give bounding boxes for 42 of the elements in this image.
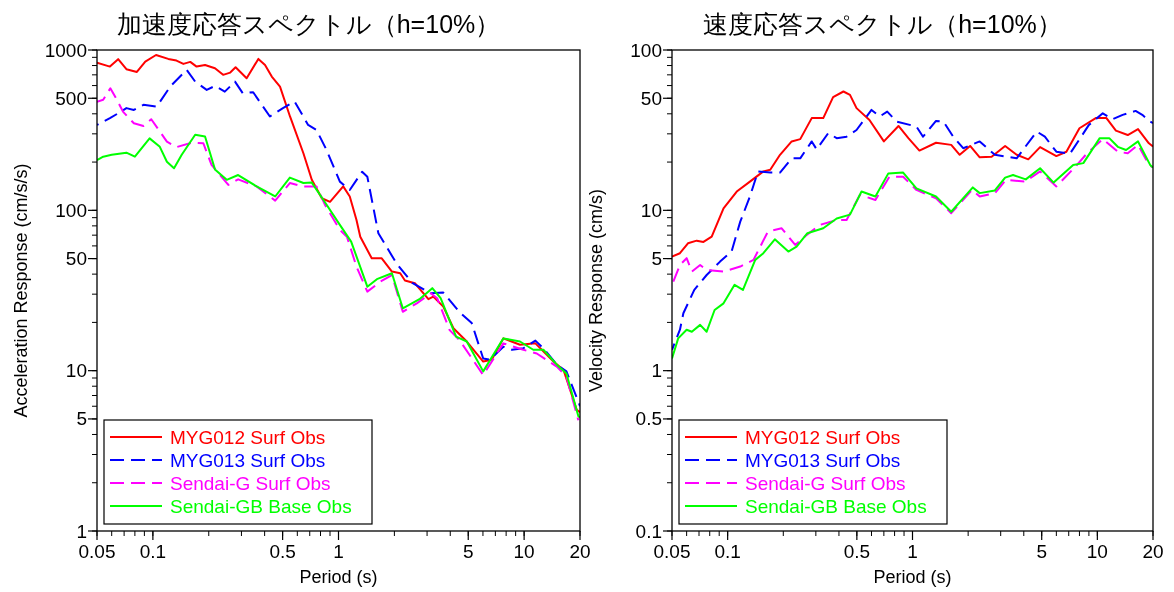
legend-label: Sendai-G Surf Obs: [745, 472, 906, 494]
x-tick-label: 1: [907, 541, 918, 562]
y-tick-label: 5: [76, 408, 87, 430]
chart-title: 速度応答スペクトル（h=10%）: [703, 10, 1062, 38]
y-tick-label: 0.1: [635, 520, 662, 542]
legend-label: MYG013 Surf Obs: [170, 449, 326, 471]
y-tick-label: 50: [640, 87, 662, 109]
x-tick-label: 1: [333, 541, 344, 562]
y-tick-label: 100: [55, 199, 87, 221]
x-tick-label: 5: [1036, 541, 1047, 562]
y-tick-label: 5: [651, 248, 662, 270]
y-tick-label: 50: [65, 248, 87, 270]
x-tick-label: 0.05: [653, 541, 691, 562]
legend-label: MYG012 Surf Obs: [170, 426, 326, 448]
x-tick-label: 0.5: [269, 541, 296, 562]
x-tick-label: 5: [462, 541, 474, 562]
y-tick-label: 10: [640, 199, 662, 221]
legend-label: MYG013 Surf Obs: [745, 449, 901, 471]
y-tick-label: 1: [651, 360, 662, 382]
y-tick-label: 1: [76, 520, 87, 542]
legend-label: MYG012 Surf Obs: [745, 426, 901, 448]
y-tick-label: 0.5: [635, 408, 662, 430]
y-tick-label: 10: [65, 360, 87, 382]
x-tick-label: 10: [1086, 541, 1108, 562]
y-tick-label: 1000: [44, 39, 87, 61]
x-tick-label: 20: [569, 541, 591, 562]
legend-label: Sendai-GB Base Obs: [170, 495, 352, 517]
x-axis-title: Period (s): [873, 567, 952, 587]
x-tick-label: 0.5: [843, 541, 871, 562]
x-tick-label: 20: [1142, 541, 1164, 562]
legend-label: Sendai-G Surf Obs: [170, 472, 331, 494]
x-tick-label: 0.1: [714, 541, 741, 562]
legend-label: Sendai-GB Base Obs: [745, 495, 927, 517]
x-axis-title: Period (s): [299, 567, 378, 587]
x-tick-label: 0.1: [139, 541, 167, 562]
chart-title: 加速度応答スペクトル（h=10%）: [116, 10, 501, 38]
y-tick-label: 500: [55, 87, 87, 109]
y-tick-label: 100: [630, 39, 662, 61]
x-tick-label: 10: [513, 541, 535, 562]
y-axis-title: Acceleration Response (cm/s/s): [11, 163, 31, 418]
y-axis-title: Velocity Response (cm/s): [586, 188, 606, 393]
x-tick-label: 0.05: [78, 541, 116, 562]
